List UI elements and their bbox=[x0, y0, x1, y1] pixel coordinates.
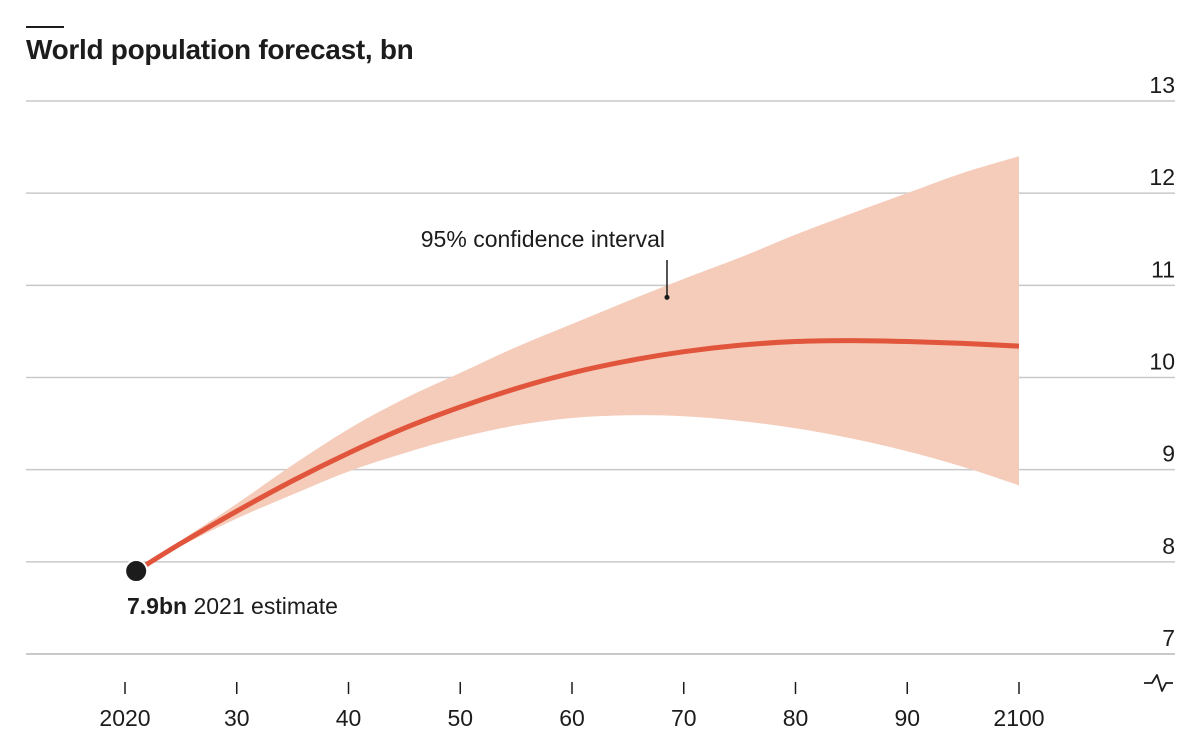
median-line-layer bbox=[134, 338, 1020, 574]
start-estimate-value: 7.9bn bbox=[127, 593, 187, 619]
y-tick-label: 12 bbox=[1149, 164, 1175, 190]
x-tick-label: 30 bbox=[224, 705, 250, 731]
start-estimate-label: 7.9bn 2021 estimate bbox=[127, 593, 338, 619]
x-tick-label: 40 bbox=[336, 705, 362, 731]
y-tick-label: 8 bbox=[1162, 533, 1175, 559]
axis-break-icon bbox=[1144, 674, 1173, 692]
median-forecast-line bbox=[134, 338, 1020, 574]
y-axis-ticks: 7 8 9 10 11 12 13 bbox=[1149, 72, 1175, 651]
x-tick-label: 70 bbox=[671, 705, 697, 731]
confidence-band bbox=[136, 156, 1020, 572]
axis-break-icon bbox=[1144, 674, 1173, 692]
y-tick-label: 13 bbox=[1149, 72, 1175, 98]
title-accent-rule bbox=[26, 26, 64, 28]
x-tick-label: 50 bbox=[447, 705, 473, 731]
annotations: 95% confidence interval 7.9bn 2021 estima… bbox=[124, 226, 670, 619]
start-estimate-point bbox=[124, 559, 149, 584]
band-label-dot bbox=[664, 294, 670, 300]
x-axis-ticks: 2020 30 40 50 60 70 80 90 2100 bbox=[99, 682, 1045, 731]
y-tick-label: 10 bbox=[1149, 349, 1175, 375]
confidence-band-layer bbox=[136, 156, 1020, 572]
y-tick-label: 9 bbox=[1162, 441, 1175, 467]
x-tick-label: 2020 bbox=[99, 705, 150, 731]
chart-title: World population forecast, bn bbox=[26, 34, 414, 65]
y-tick-label: 7 bbox=[1162, 625, 1175, 651]
start-estimate-caption: 2021 estimate bbox=[187, 593, 338, 619]
x-tick-label: 90 bbox=[894, 705, 920, 731]
confidence-interval-label: 95% confidence interval bbox=[421, 226, 665, 252]
x-tick-label: 80 bbox=[783, 705, 809, 731]
x-tick-label: 2100 bbox=[993, 705, 1044, 731]
x-tick-label: 60 bbox=[559, 705, 585, 731]
y-tick-label: 11 bbox=[1151, 256, 1175, 282]
